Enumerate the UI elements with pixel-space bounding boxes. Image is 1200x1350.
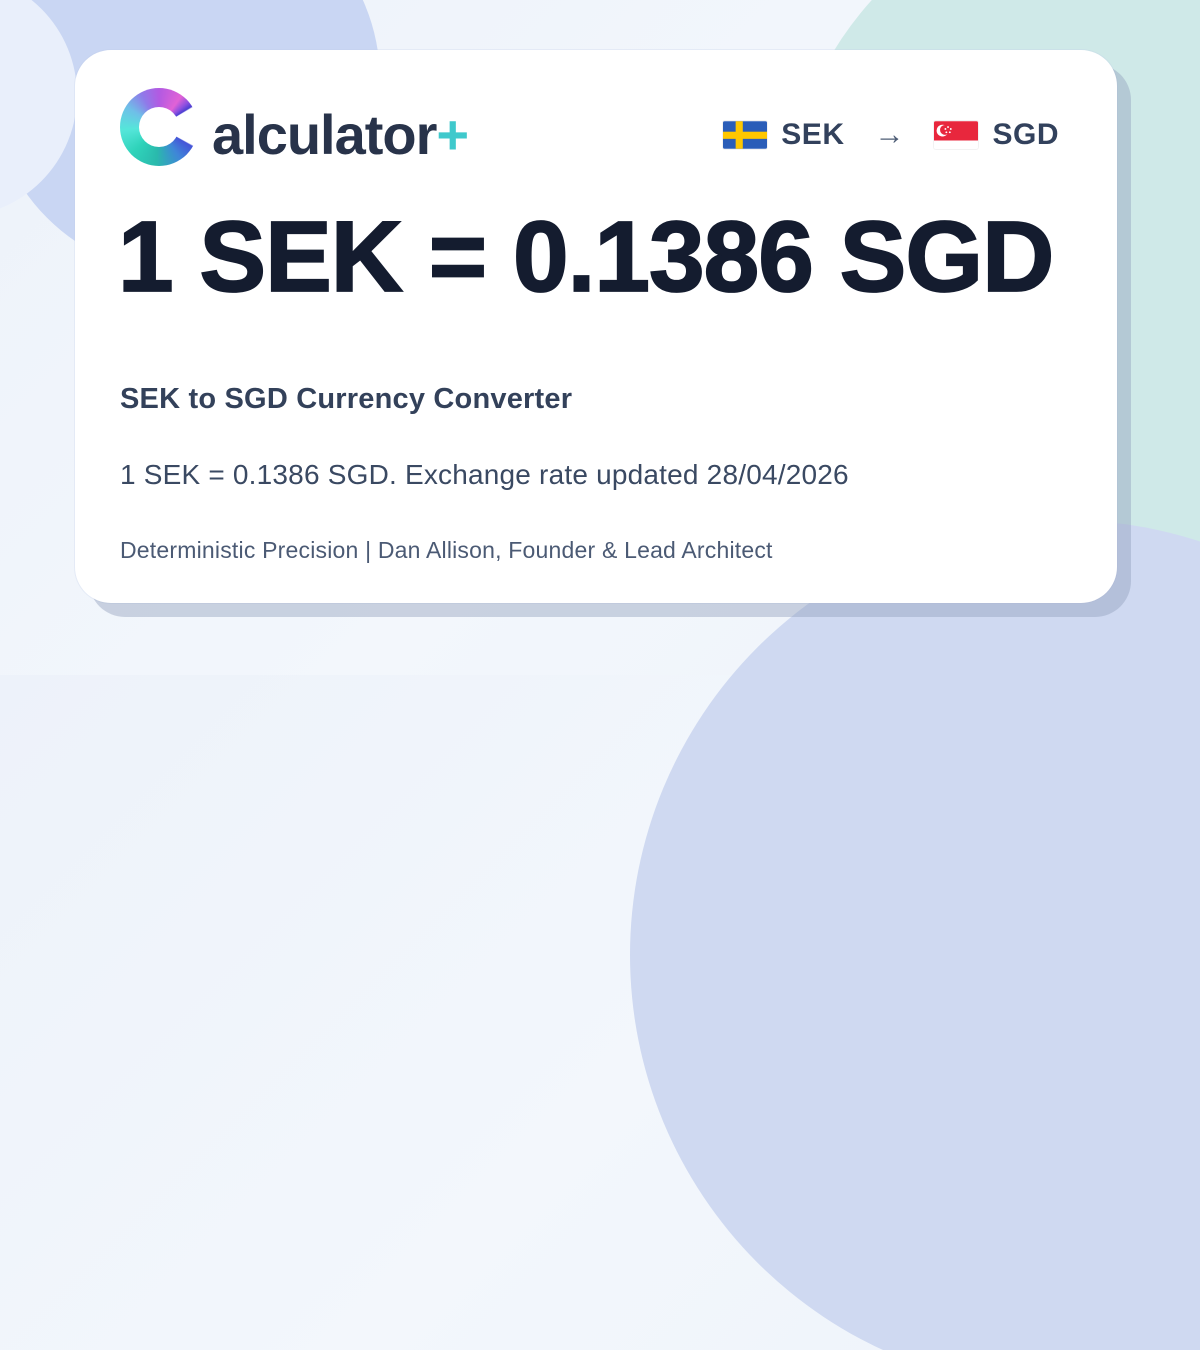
byline-text: Deterministic Precision | Dan Allison, F… [120, 537, 773, 563]
singapore-flag-icon [934, 121, 979, 149]
from-currency-code: SEK [781, 118, 845, 151]
sweden-flag-icon [723, 121, 768, 149]
logo-wordmark: alculator+ [212, 102, 469, 167]
logo-wordmark-text: alculator [212, 103, 437, 166]
to-currency-code: SGD [992, 118, 1059, 151]
exchange-rate-headline: 1 SEK = 0.1386 SGD [117, 200, 1055, 314]
logo-c-hole [139, 107, 179, 147]
currency-pair-row: SEK → SGD [723, 118, 1059, 152]
logo-plus-sign: + [436, 103, 469, 166]
converter-card: alculator+ SEK → SGD 1 SEK = 0.1386 SGD … [75, 50, 1117, 603]
rate-summary-line: 1 SEK = 0.1386 SGD. Exchange rate update… [120, 459, 849, 490]
converter-title: SEK to SGD Currency Converter [120, 383, 573, 415]
logo-c-icon [120, 88, 198, 166]
arrow-icon: → [874, 118, 905, 151]
decorative-circle-bottom-right [630, 520, 1200, 1350]
